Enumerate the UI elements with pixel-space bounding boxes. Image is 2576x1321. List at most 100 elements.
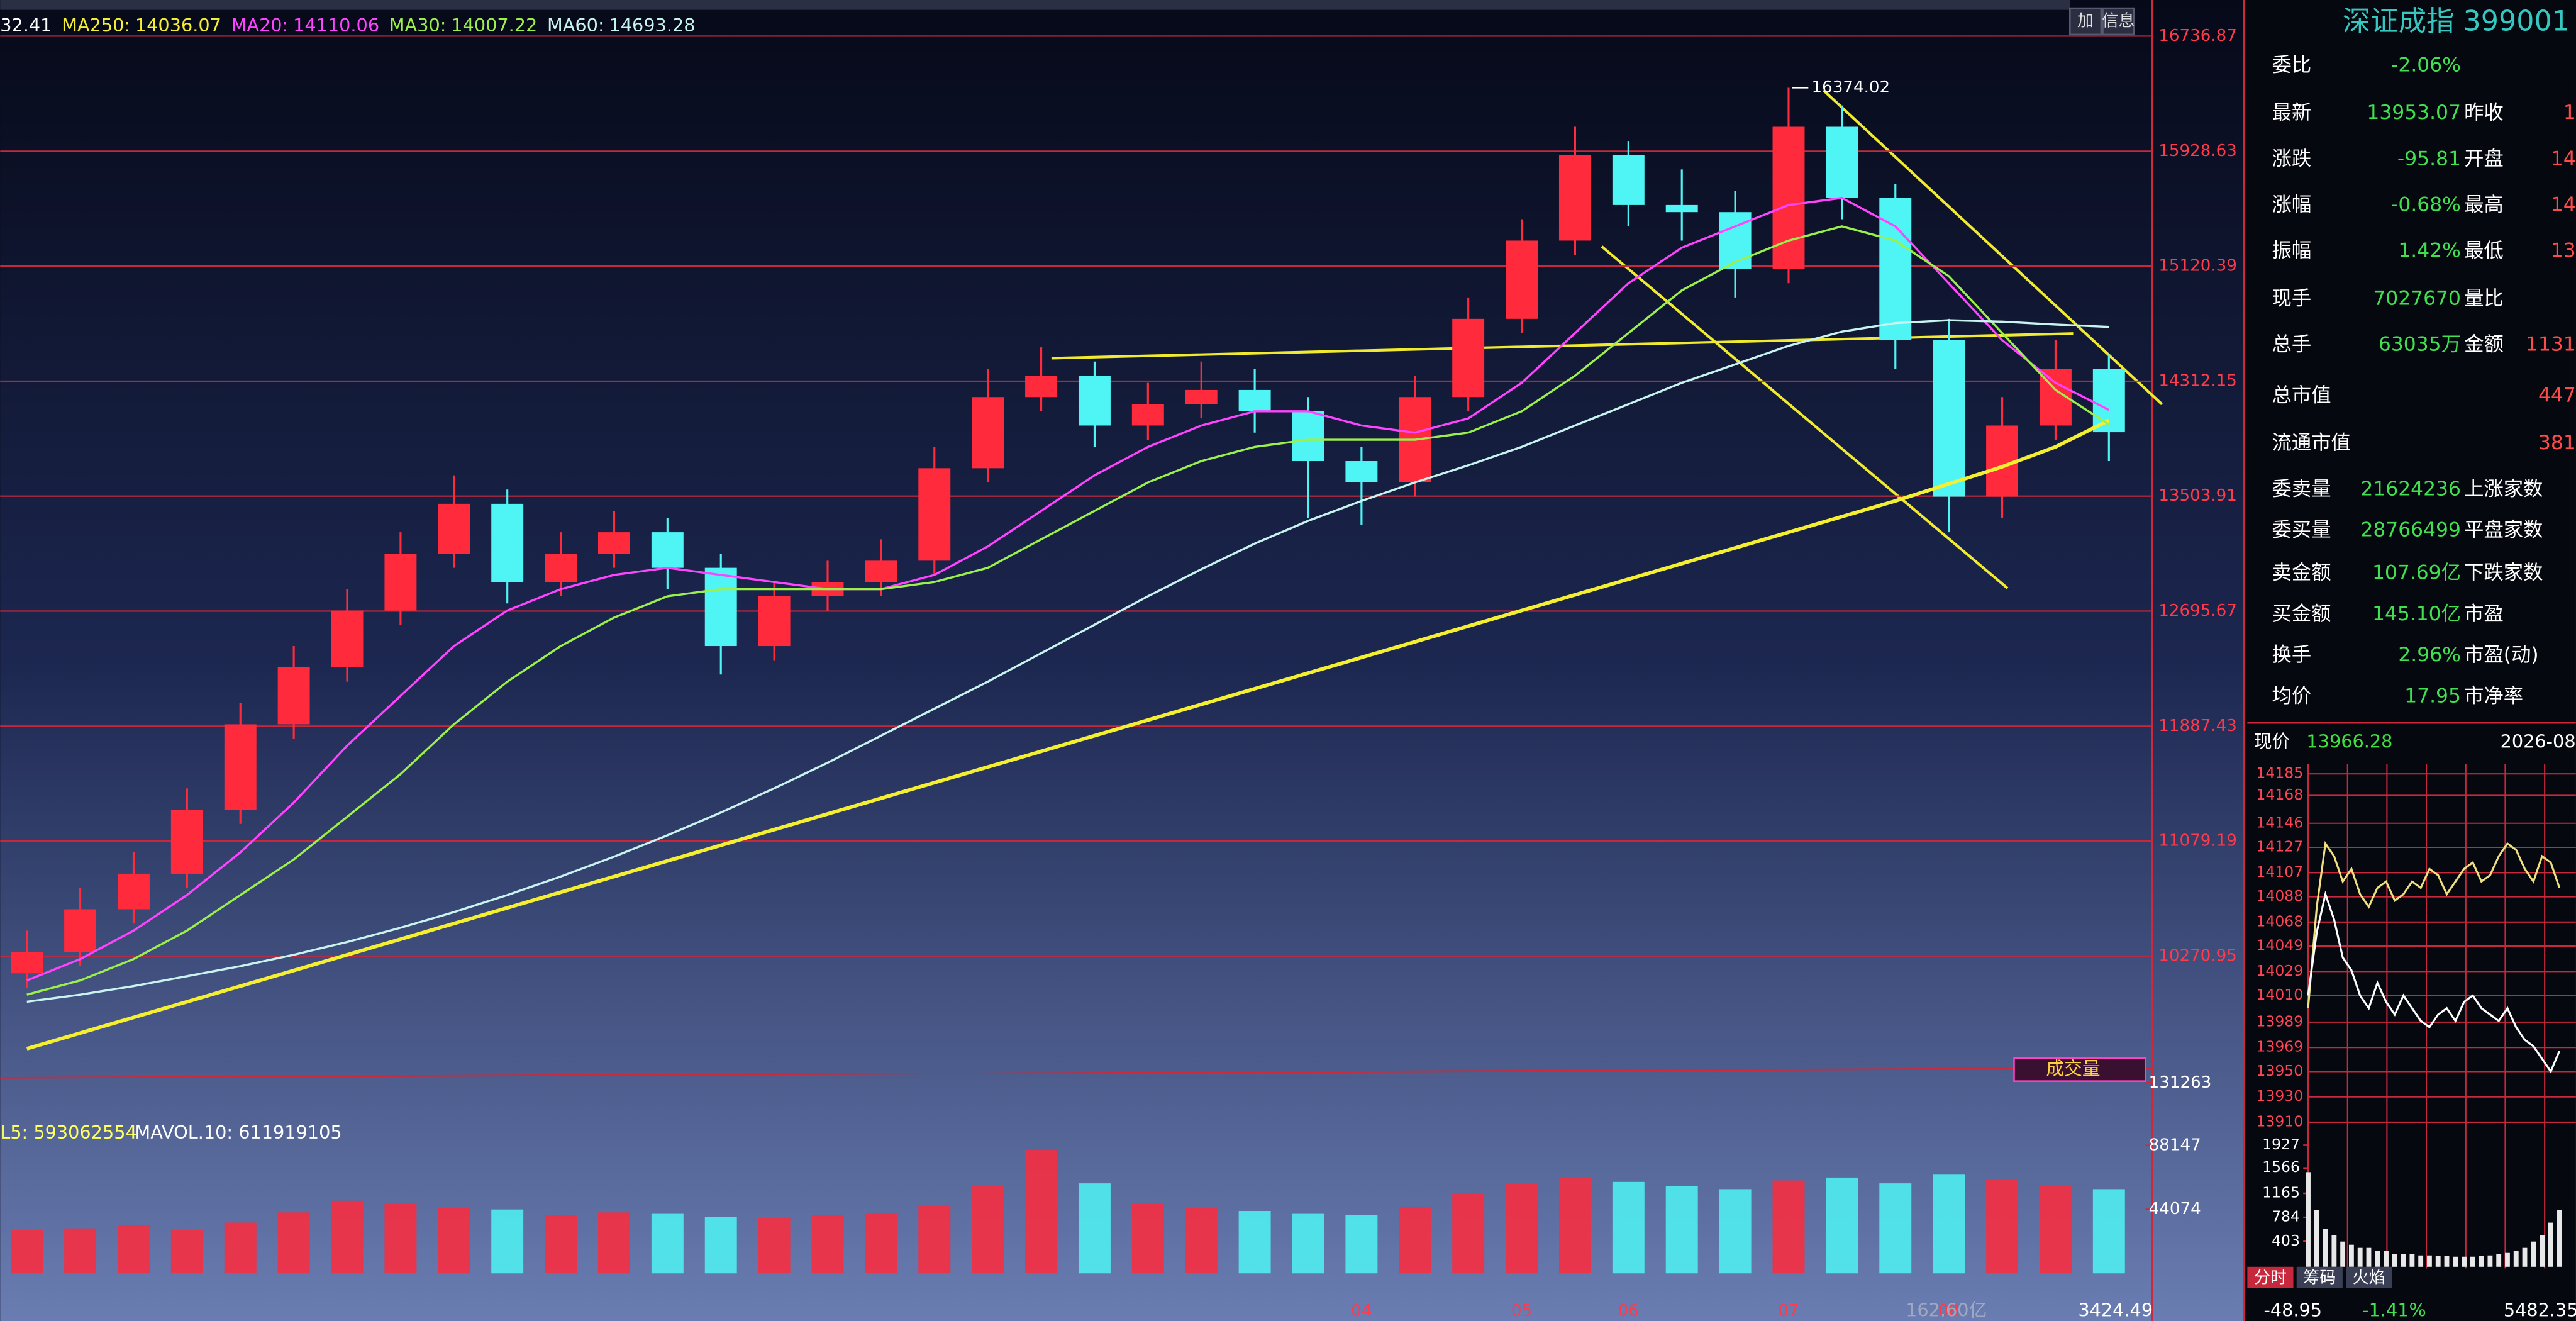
volume-bar [545,1215,577,1274]
footer-item: -48.95 [2263,1299,2322,1320]
pane-divider [0,1067,2152,1079]
quote-label: 涨幅 [2272,193,2312,216]
legend-prefix: 32.41 [0,14,52,36]
volume-bar [1345,1215,1378,1274]
volume-bar [1078,1183,1111,1274]
intraday-volume-bar [2540,1235,2545,1267]
candle-body [384,554,417,611]
quote-label2: 最低 [2464,240,2504,262]
intraday-volume-bar [2314,1210,2319,1267]
intraday-grid [2307,764,2546,1269]
quote-label2: 上涨家数 [2464,477,2543,500]
y-tick-label: 14049 [2256,937,2303,954]
quote-value2: 14 [2551,193,2576,216]
legend-value: 14693.28 [609,14,695,36]
y-tick-label: 12695.67 [2158,601,2237,620]
y-tick-label: 13969 [2256,1038,2303,1056]
tab-bg[interactable] [2346,1266,2392,1288]
candle-body [2092,369,2125,433]
candle-body [1558,155,1591,241]
volume-selector[interactable] [2013,1057,2146,1082]
quote-value2: 447 [2538,384,2576,406]
header-button-bg[interactable] [2068,7,2102,36]
quote-value2: 14 [2551,147,2576,170]
volume-legend: MAVOL.10: 611919105 [135,1122,341,1143]
y-tick-label: 14146 [2256,813,2303,831]
legend-name: MA250: [62,14,130,36]
volume-bar [64,1228,97,1274]
volume-bar [1399,1207,1431,1274]
quote-value: 63035万 [2379,333,2461,356]
intraday-volume-bar [2470,1256,2475,1267]
intraday-volume-bar [2401,1254,2406,1267]
tab[interactable]: 筹码 [2303,1269,2336,1288]
intraday-volume-bar [2348,1244,2354,1267]
volume-bar [1933,1174,1965,1274]
ma-line [26,196,2110,982]
volume-bar [1986,1179,2019,1274]
trend-line [1601,245,2009,589]
candle-body [1292,411,1324,462]
y-tick-label: 1165 [2262,1183,2300,1201]
candle-body [1665,204,1698,213]
quote-value: -95.81 [2397,147,2461,170]
index-title: 深证成指 399001 [2343,6,2570,38]
intraday-volume-bar [2531,1241,2536,1267]
volume-bar [918,1205,951,1274]
intraday-volume-bar [2505,1252,2510,1267]
quote-label: 现手 [2272,287,2312,309]
tab[interactable]: 火焰 [2353,1269,2385,1288]
quote-label2: 市盈(动) [2464,644,2538,666]
header-button-bg[interactable] [2102,7,2135,36]
volume-bar [491,1209,524,1274]
volume-bar [224,1222,257,1274]
quote-label: 委卖量 [2272,477,2331,500]
candle-body [170,810,203,874]
y-tick-label: 11887.43 [2158,716,2237,735]
ma-line [26,319,2109,1003]
intraday-volume-bar [2392,1254,2397,1267]
intraday-volume-bar [2306,1172,2311,1267]
legend-value: 14036.07 [135,14,221,36]
volume-bar [1772,1180,1805,1274]
candle-body [1078,376,1111,426]
quote-value: 28766499 [2360,519,2460,542]
volume-bar [1238,1210,1271,1274]
ma-line [26,418,2110,1051]
y-tick-label: 14185 [2256,764,2303,782]
candle-body [865,560,897,582]
quote-label: 委比 [2272,53,2312,76]
volume-bar [1025,1150,1058,1274]
volume-bar [1506,1183,1538,1274]
tab-bg[interactable] [2247,1266,2294,1288]
volume-selector-label[interactable]: 成交量 [2046,1057,2100,1079]
ma-line [26,225,2110,996]
candle-body [1345,461,1378,482]
quote-value2: 381 [2538,432,2576,454]
quote-value: 17.95 [2404,684,2461,707]
volume-bar [1131,1203,1164,1274]
quote-value: 145.10亿 [2372,603,2461,625]
quote-value2: 1131 [2526,333,2576,356]
quote-label: 振幅 [2272,240,2312,262]
y-tick-label: 1566 [2262,1158,2300,1176]
header-button[interactable]: 信息 [2102,11,2135,30]
ma-legend: 32.41 MA250: 14036.07 MA20: 14110.06 MA30: 140… [0,14,695,36]
intraday-volume-bar [2557,1210,2562,1267]
quote-value: 13953.07 [2367,101,2460,124]
y-tick-label: 14127 [2256,838,2303,856]
intraday-volume-bar [2427,1255,2432,1267]
y-tick-label: 14312.15 [2158,371,2237,390]
tab[interactable]: 分时 [2254,1269,2287,1288]
quote-label: 买金额 [2272,603,2331,625]
quote-value: 7027670 [2373,287,2461,309]
header-button[interactable]: 加 [2077,11,2094,30]
tab-bg[interactable] [2296,1266,2343,1288]
quote-value: -0.68% [2391,193,2461,216]
quote-value: 21624236 [2360,477,2460,500]
intraday-volume-bar [2444,1256,2450,1267]
intraday-volume-bar [2522,1247,2528,1267]
y-tick-label: 13910 [2256,1112,2303,1130]
volume-bar [1185,1208,1218,1274]
